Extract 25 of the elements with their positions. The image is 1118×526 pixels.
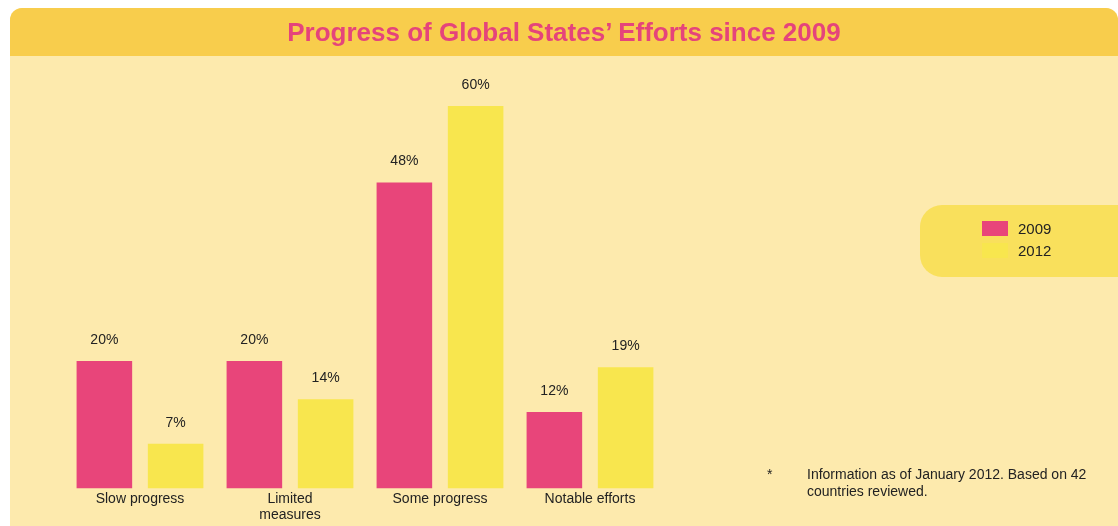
legend-label: 2009 [1018,219,1052,237]
bar [147,443,204,489]
bar [447,106,504,489]
bar [376,182,433,489]
bar [297,399,354,489]
data-label: 20% [90,330,119,347]
data-label: 14% [311,369,340,386]
data-label: 19% [611,337,640,354]
data-label: 48% [390,152,419,169]
data-label: 20% [240,330,269,347]
x-tick-label: Notable efforts [544,489,636,506]
x-tick-label: Limited measures [259,489,321,523]
bar [597,367,654,489]
legend-label: 2012 [1018,241,1052,259]
bar [526,411,583,489]
x-tick-label: Some progress [392,489,488,506]
bar [76,360,133,489]
data-label: 60% [461,75,490,92]
text: * [767,466,774,484]
x-tick-label: Slow progress [95,489,185,506]
data-label: 12% [540,381,569,398]
text: Information as of January 2012. Based on 42 countries reviewed. [807,466,1088,500]
data-label: 7% [165,413,186,430]
chart-title: Progress of Global States’ Efforts since 2009 [10,8,1118,56]
bar [226,360,283,489]
